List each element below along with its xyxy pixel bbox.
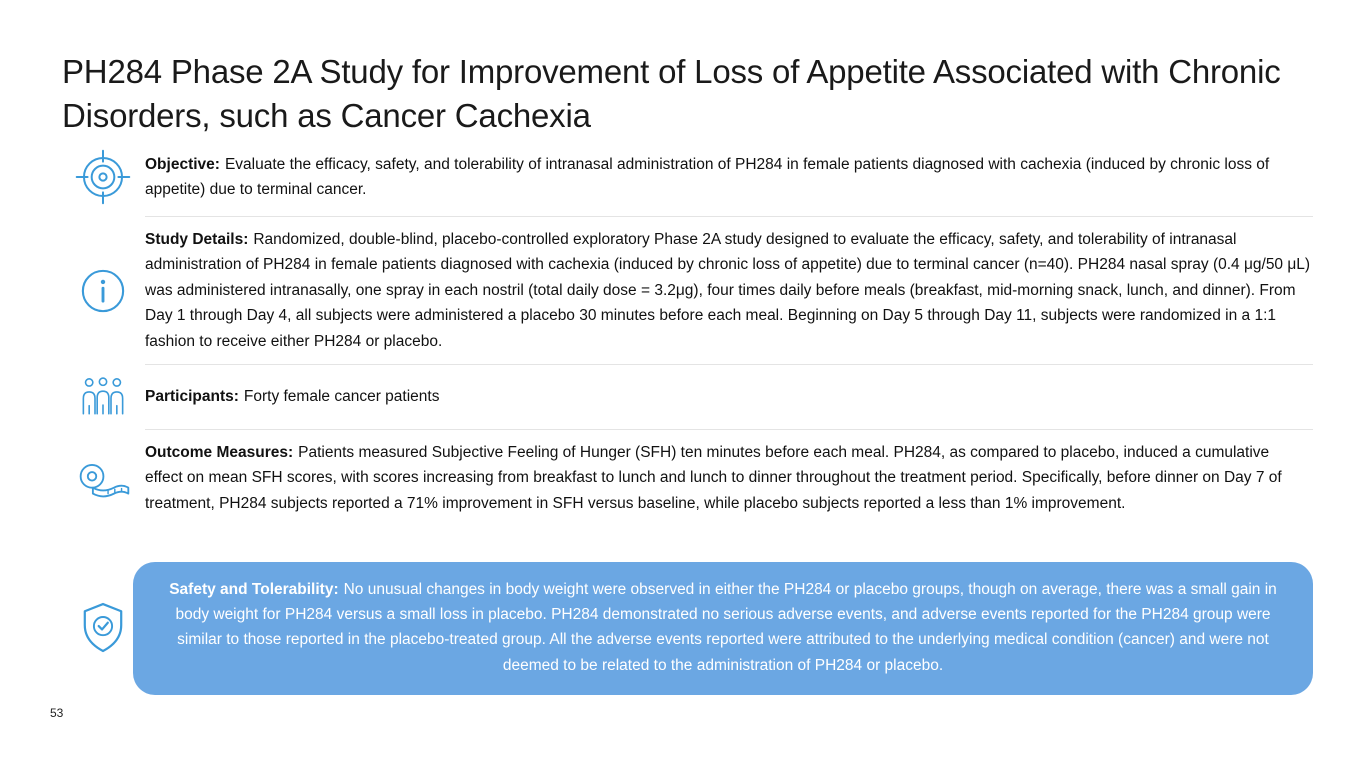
- slide-content: Objective: Evaluate the efficacy, safety,…: [60, 138, 1313, 695]
- section-label: Study Details:: [145, 231, 249, 248]
- study-details-text-block: Study Details: Randomized, double-blind, …: [145, 227, 1313, 354]
- section-label: Participants:: [145, 388, 239, 406]
- info-icon: [60, 268, 145, 314]
- participants-text-block: Participants: Forty female cancer patient…: [145, 384, 1313, 409]
- measuring-tape-icon: [60, 457, 145, 499]
- study-details-section: Study Details: Randomized, double-blind, …: [60, 217, 1313, 364]
- section-text: Evaluate the efficacy, safety, and toler…: [145, 155, 1270, 198]
- section-label: Objective:: [145, 155, 220, 173]
- section-divider: [145, 216, 1313, 217]
- objective-text-block: Objective: Evaluate the efficacy, safety,…: [145, 152, 1313, 203]
- safety-section: Safety and Tolerability: No unusual chang…: [60, 562, 1313, 695]
- outcome-measures-text-block: Outcome Measures: Patients measured Subje…: [145, 440, 1313, 516]
- section-text: Randomized, double-blind, placebo-contro…: [145, 231, 1311, 350]
- outcome-measures-section: Outcome Measures: Patients measured Subje…: [60, 430, 1313, 526]
- objective-section: Objective: Evaluate the efficacy, safety,…: [60, 138, 1313, 216]
- safety-box: Safety and Tolerability: No unusual chang…: [133, 562, 1313, 695]
- section-label: Outcome Measures:: [145, 444, 294, 462]
- page-number: 53: [50, 706, 64, 720]
- section-text: Forty female cancer patients: [243, 388, 440, 406]
- page-title: PH284 Phase 2A Study for Improvement of …: [62, 53, 1281, 135]
- participants-section: Participants: Forty female cancer patient…: [60, 365, 1313, 429]
- safety-label: Safety and Tolerability:: [169, 581, 339, 599]
- target-icon: [60, 148, 145, 206]
- section-divider: [145, 429, 1313, 431]
- section-divider: [145, 364, 1313, 366]
- safety-text: No unusual changes in body weight were o…: [175, 581, 1277, 674]
- shield-check-icon: [60, 601, 145, 655]
- section-text: Patients measured Subjective Feeling of …: [145, 444, 1282, 512]
- participants-icon: [60, 375, 145, 419]
